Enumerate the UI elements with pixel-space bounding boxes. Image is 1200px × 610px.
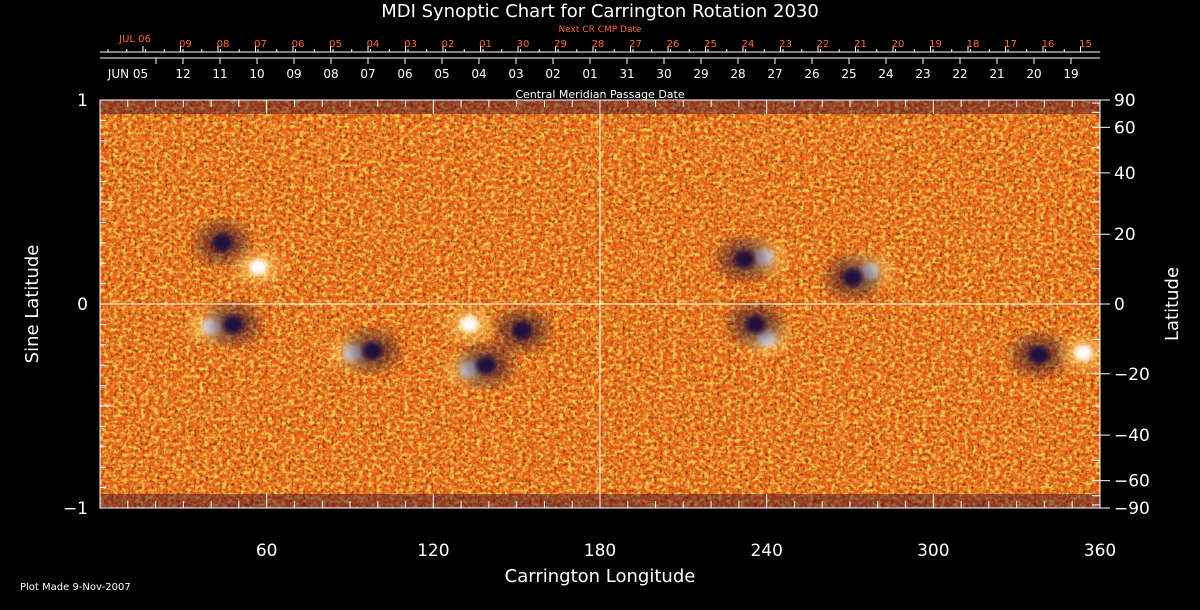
- negative-polarity-spot: [212, 233, 233, 252]
- cmp-date-label: 05: [434, 67, 449, 81]
- lat-tick-label: −20: [1114, 365, 1150, 385]
- cmp-date-label: 08: [323, 67, 338, 81]
- next-cr-date-label: 26: [667, 39, 680, 50]
- cmp-date-label: 27: [767, 67, 782, 81]
- cmp-date-label: 01: [582, 67, 597, 81]
- next-cr-date-label: 20: [892, 39, 905, 50]
- next-cr-date-label: 23: [779, 39, 792, 50]
- cmp-date-label: 07: [360, 67, 375, 81]
- next-cr-date-label: 18: [967, 39, 980, 50]
- lat-tick-label: −40: [1114, 426, 1150, 446]
- cmp-date-label: 04: [471, 67, 486, 81]
- next-cr-date-label: 02: [442, 39, 455, 50]
- cmp-date-label: 24: [878, 67, 893, 81]
- negative-polarity-spot: [842, 268, 863, 287]
- next-cr-label: Next CR CMP Date: [558, 25, 642, 35]
- next-cr-date-label: 09: [179, 39, 192, 50]
- cmp-date-label: 30: [656, 67, 671, 81]
- cmp-date-axis: JUN 05 12 11 10 09 08 07 06 05 04 03 02 01 31 30 29 28 27…: [100, 57, 1100, 81]
- negative-polarity-spot: [476, 356, 497, 375]
- cmp-date-label: 26: [804, 67, 819, 81]
- next-cr-date-label: 08: [217, 39, 230, 50]
- next-cr-date-label: 17: [1004, 39, 1017, 50]
- next-cr-date-axis: JUL 06 09 08 07 06 05 04 03 02 01 30 29 28 27 26 25 24 23…: [100, 34, 1100, 53]
- lat-tick-label: −90: [1114, 499, 1150, 519]
- negative-polarity-spot: [1028, 346, 1049, 364]
- cmp-date-label: 19: [1063, 67, 1078, 81]
- plot-made-footer: Plot Made 9-Nov-2007: [20, 582, 131, 593]
- next-cr-date-label: 25: [704, 39, 717, 50]
- x-tick-label: 120: [417, 541, 449, 561]
- cmp-date-label: 22: [952, 67, 967, 81]
- cmp-date-label: 29: [693, 67, 708, 81]
- next-cr-date-label: 03: [404, 39, 417, 50]
- next-cr-date-label: 19: [929, 39, 942, 50]
- next-cr-date-label: 21: [854, 39, 867, 50]
- cmp-date-label: JUN 05: [107, 67, 148, 81]
- cmp-date-label: 10: [249, 67, 264, 81]
- next-cr-date-label: JUL 06: [118, 34, 151, 45]
- cmp-label: Central Meridian Passage Date: [515, 88, 684, 101]
- cmp-date-label: 11: [212, 67, 227, 81]
- x-tick-label: 180: [584, 541, 616, 561]
- y-tick-label: 1: [77, 91, 88, 111]
- active-regions-layer: [189, 222, 1100, 386]
- positive-polarity-spot: [460, 316, 479, 333]
- y-tick-label: −1: [63, 499, 88, 519]
- next-cr-date-label: 15: [1079, 39, 1092, 50]
- lat-tick-label: 40: [1114, 164, 1136, 184]
- cmp-date-label: 21: [989, 67, 1004, 81]
- y-axis-label-right: Latitude: [1162, 267, 1183, 341]
- y-axis-right: 90 60 40 20 0 −20 −40 −60 −90: [1092, 91, 1150, 519]
- x-tick-label: 360: [1084, 541, 1116, 561]
- cmp-date-label: 20: [1026, 67, 1041, 81]
- next-cr-date-label: 29: [554, 39, 567, 50]
- cmp-date-label: 28: [730, 67, 745, 81]
- lat-tick-label: 0: [1114, 295, 1125, 315]
- cmp-date-label: 12: [175, 67, 190, 81]
- lat-tick-label: 90: [1114, 91, 1136, 111]
- next-cr-date-label: 27: [629, 39, 642, 50]
- cmp-date-label: 03: [508, 67, 523, 81]
- x-axis: 60 120 180 240 300 360: [99, 100, 1116, 561]
- next-cr-date-label: 06: [292, 39, 305, 50]
- positive-polarity-spot: [1074, 344, 1093, 361]
- cmp-date-label: 02: [545, 67, 560, 81]
- lat-tick-label: 20: [1114, 225, 1136, 245]
- y-axis-label-left: Sine Latitude: [22, 245, 43, 364]
- negative-polarity-spot: [745, 315, 766, 334]
- next-cr-date-label: 24: [742, 39, 755, 50]
- chart-title: MDI Synoptic Chart for Carrington Rotati…: [381, 1, 819, 22]
- next-cr-date-label: 07: [254, 39, 267, 50]
- next-cr-date-label: 28: [592, 39, 605, 50]
- lat-tick-label: 60: [1114, 118, 1136, 138]
- cmp-date-label: 09: [286, 67, 301, 81]
- x-tick-label: 60: [256, 541, 278, 561]
- cmp-date-label: 25: [841, 67, 856, 81]
- next-cr-date-label: 04: [367, 39, 380, 50]
- cmp-date-label: 31: [619, 67, 634, 81]
- next-cr-date-label: 22: [817, 39, 830, 50]
- cmp-date-label: 06: [397, 67, 412, 81]
- negative-polarity-spot: [223, 315, 244, 334]
- cmp-date-label: 23: [915, 67, 930, 81]
- next-cr-date-label: 01: [479, 39, 492, 50]
- next-cr-date-label: 16: [1042, 39, 1055, 50]
- x-tick-label: 300: [917, 541, 949, 561]
- lat-tick-label: −60: [1114, 472, 1150, 492]
- y-axis-left: 1 0 −1: [63, 91, 114, 519]
- x-axis-label: Carrington Longitude: [505, 566, 696, 587]
- negative-polarity-spot: [512, 321, 533, 340]
- positive-polarity-spot: [249, 259, 268, 276]
- negative-polarity-spot: [734, 250, 755, 269]
- next-cr-date-label: 05: [329, 39, 342, 50]
- next-cr-date-label: 30: [517, 39, 530, 50]
- x-tick-label: 240: [750, 541, 782, 561]
- y-tick-label: 0: [77, 295, 88, 315]
- negative-polarity-spot: [362, 341, 383, 360]
